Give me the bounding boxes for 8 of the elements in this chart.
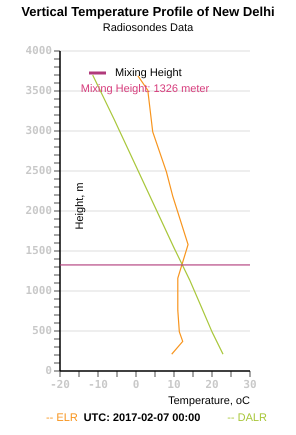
y-axis-title: Height, m [74,182,86,230]
text: UTC: 2017-02-07 00:00 [84,412,200,424]
chart-title: Vertical Temperature Profile of New Delhi [21,4,275,19]
x-axis-title: Temperature, oC [168,395,250,407]
chart-subtitle: Radiosondes Data [102,22,194,34]
legend-label: Mixing Height [115,67,182,79]
text: -- ELR [46,412,78,424]
text: -- DALR [227,412,268,424]
